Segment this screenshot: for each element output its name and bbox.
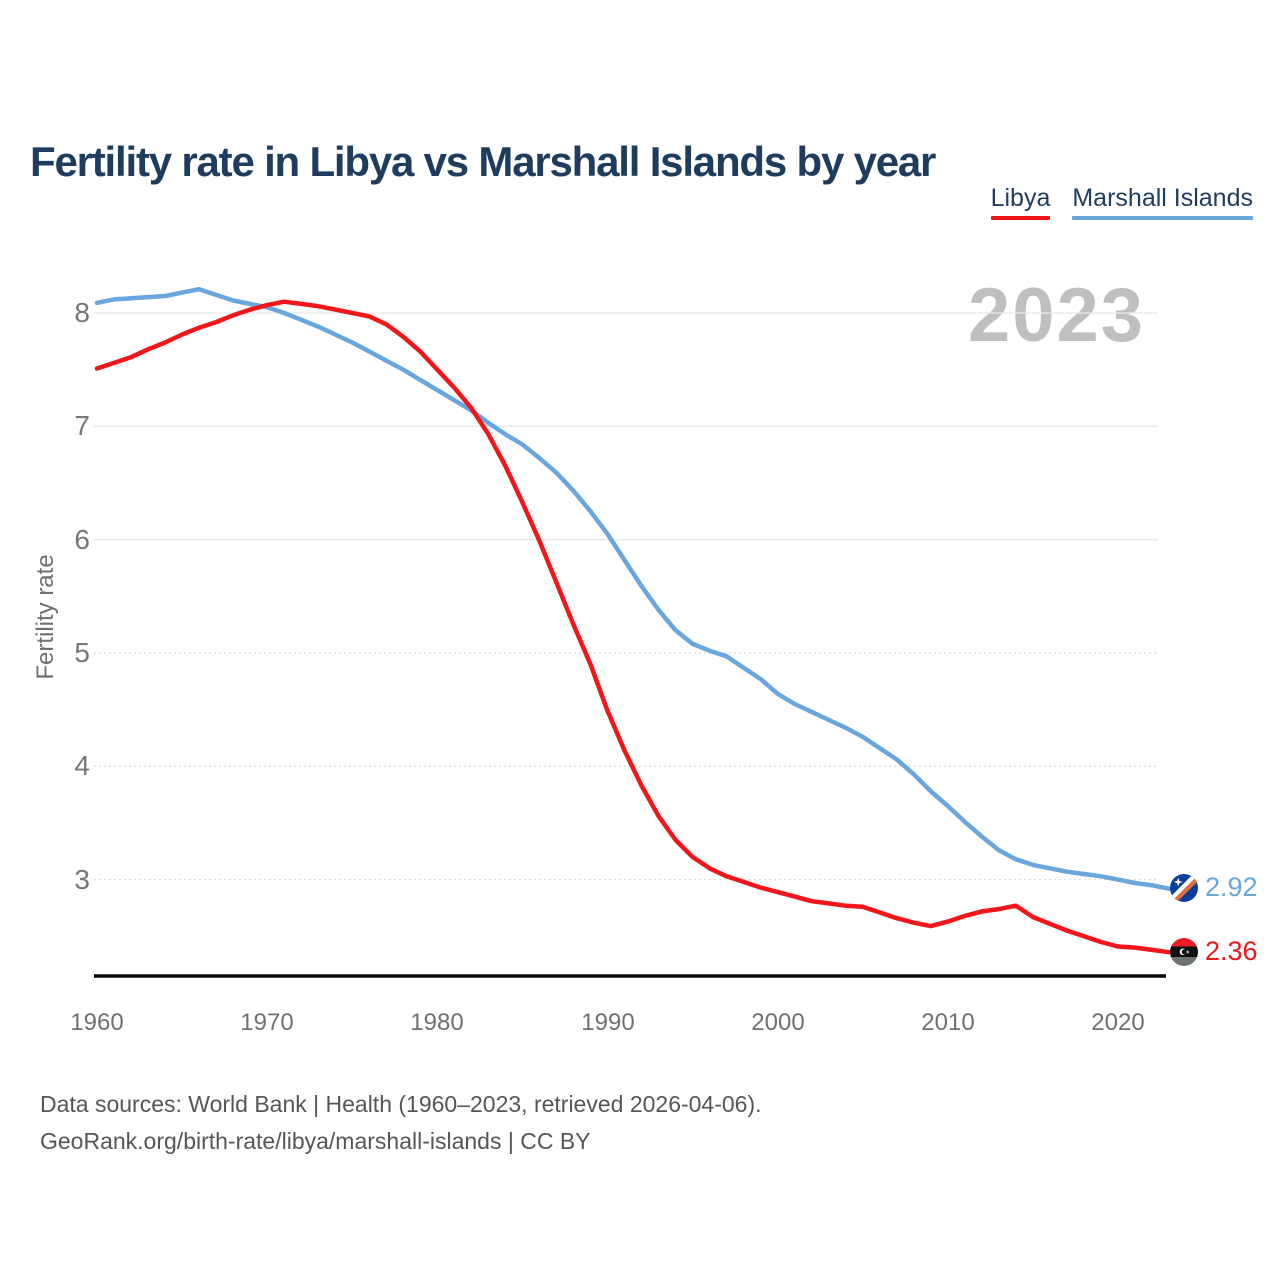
x-tick-label: 1970 <box>240 1009 294 1036</box>
x-tick-label: 1980 <box>410 1009 464 1036</box>
marshall-islands-end-value: 2.92 <box>1205 872 1258 902</box>
libya-line <box>94 299 1172 955</box>
marshall-islands-end-label: 2.92 <box>1170 872 1258 903</box>
footer: Data sources: World Bank | Health (1960–… <box>40 1086 762 1160</box>
marshall-islands-line <box>94 286 1172 891</box>
x-tick-label: 1990 <box>581 1009 635 1036</box>
x-tick-label: 2020 <box>1091 1009 1145 1036</box>
attribution-line: GeoRank.org/birth-rate/libya/marshall-is… <box>40 1128 591 1154</box>
legend-color-bar <box>990 216 1051 220</box>
libya-end-label: ★ 2.36 <box>1170 936 1258 967</box>
legend-item-marshall-islands[interactable]: Marshall Islands <box>1072 184 1253 220</box>
y-tick-label: 5 <box>74 637 90 668</box>
x-tick-label: 1960 <box>70 1009 124 1036</box>
legend-label: Libya <box>990 184 1051 212</box>
year-watermark: 2023 <box>968 273 1146 358</box>
legend-color-bar <box>1072 216 1253 220</box>
marshall-islands-flag-icon <box>1170 873 1198 902</box>
y-tick-label: 8 <box>74 297 90 328</box>
svg-text:★: ★ <box>1186 949 1190 954</box>
libya-end-value: 2.36 <box>1205 936 1258 966</box>
y-tick-label: 7 <box>74 410 90 441</box>
y-tick-label: 3 <box>74 864 90 895</box>
page-title: Fertility rate in Libya vs Marshall Isla… <box>30 138 936 186</box>
libya-flag-icon: ★ <box>1170 937 1198 966</box>
x-tick-label: 2010 <box>921 1009 975 1036</box>
legend: Libya Marshall Islands <box>990 184 1253 220</box>
data-sources-line: Data sources: World Bank | Health (1960–… <box>40 1091 762 1117</box>
x-tick-label: 2000 <box>751 1009 805 1036</box>
y-tick-label: 6 <box>74 524 90 555</box>
legend-label: Marshall Islands <box>1072 184 1253 212</box>
y-tick-label: 4 <box>74 750 90 781</box>
legend-item-libya[interactable]: Libya <box>990 184 1051 220</box>
